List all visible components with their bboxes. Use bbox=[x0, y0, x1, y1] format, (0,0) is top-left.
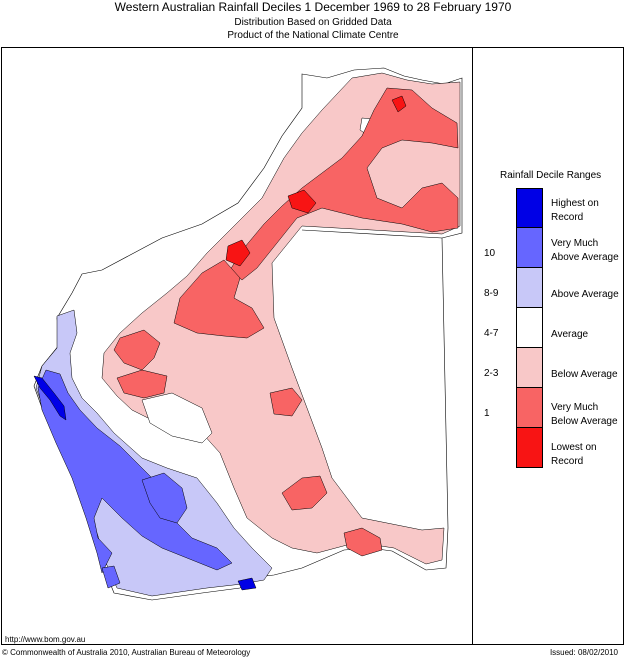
legend-range-10: 10 bbox=[484, 248, 496, 259]
region-very-below-east bbox=[269, 387, 303, 417]
legend-divider bbox=[472, 47, 473, 645]
legend-title: Rainfall Decile Ranges bbox=[500, 170, 602, 181]
source-url: http://www.bom.gov.au bbox=[5, 635, 86, 644]
legend-swatch-very-below bbox=[516, 388, 543, 428]
legend-label-very-below: Very Much Below Average bbox=[551, 402, 618, 427]
region-lowest-kimberley bbox=[391, 95, 407, 113]
legend-range-8-9: 8-9 bbox=[484, 288, 499, 299]
region-very-above-southwest bbox=[37, 369, 233, 574]
region-very-below-gascoyne bbox=[116, 369, 168, 399]
region-lowest-north bbox=[287, 189, 317, 214]
map-subtitle-method: Distribution Based on Gridded Data bbox=[234, 17, 392, 28]
region-highest-coast bbox=[33, 375, 67, 421]
map-frame bbox=[1, 47, 624, 645]
legend-swatch-above bbox=[516, 268, 543, 308]
legend-range-4-7: 4-7 bbox=[484, 328, 499, 339]
region-very-below-southeast bbox=[281, 475, 328, 511]
region-highest-southeast bbox=[237, 577, 257, 591]
issued-date: Issued: 08/02/2010 bbox=[549, 648, 618, 657]
region-very-below-west bbox=[113, 329, 161, 371]
legend-label-below: Below Average bbox=[551, 369, 618, 380]
legend-swatch-very-above bbox=[516, 228, 543, 268]
legend-swatch-lowest bbox=[516, 428, 543, 468]
map-subtitle-product: Product of the National Climate Centre bbox=[227, 30, 399, 41]
legend-swatch-below bbox=[516, 348, 543, 388]
copyright-notice: © Commonwealth of Australia 2010, Austra… bbox=[2, 648, 251, 657]
region-very-below-pilbara bbox=[173, 259, 265, 339]
legend-range-1: 1 bbox=[484, 408, 490, 419]
legend-swatch-average bbox=[516, 308, 543, 348]
legend-label-very-above: Very Much Above Average bbox=[551, 238, 619, 263]
rainfall-decile-map bbox=[33, 67, 463, 601]
region-average-central bbox=[141, 392, 213, 444]
region-very-below-eucla bbox=[343, 527, 383, 557]
legend-label-lowest: Lowest on Record bbox=[551, 442, 597, 467]
legend-swatch-highest bbox=[516, 188, 543, 228]
map-title: Western Australian Rainfall Deciles 1 De… bbox=[114, 0, 512, 14]
region-very-above-wheatbelt bbox=[141, 472, 188, 524]
legend-range-2-3: 2-3 bbox=[484, 368, 499, 379]
legend-label-above: Above Average bbox=[551, 289, 619, 300]
region-very-above-south bbox=[101, 565, 121, 589]
region-lowest-pilbara bbox=[225, 239, 251, 267]
legend-label-highest: Highest on Record bbox=[551, 198, 599, 223]
legend-label-average: Average bbox=[551, 329, 589, 340]
